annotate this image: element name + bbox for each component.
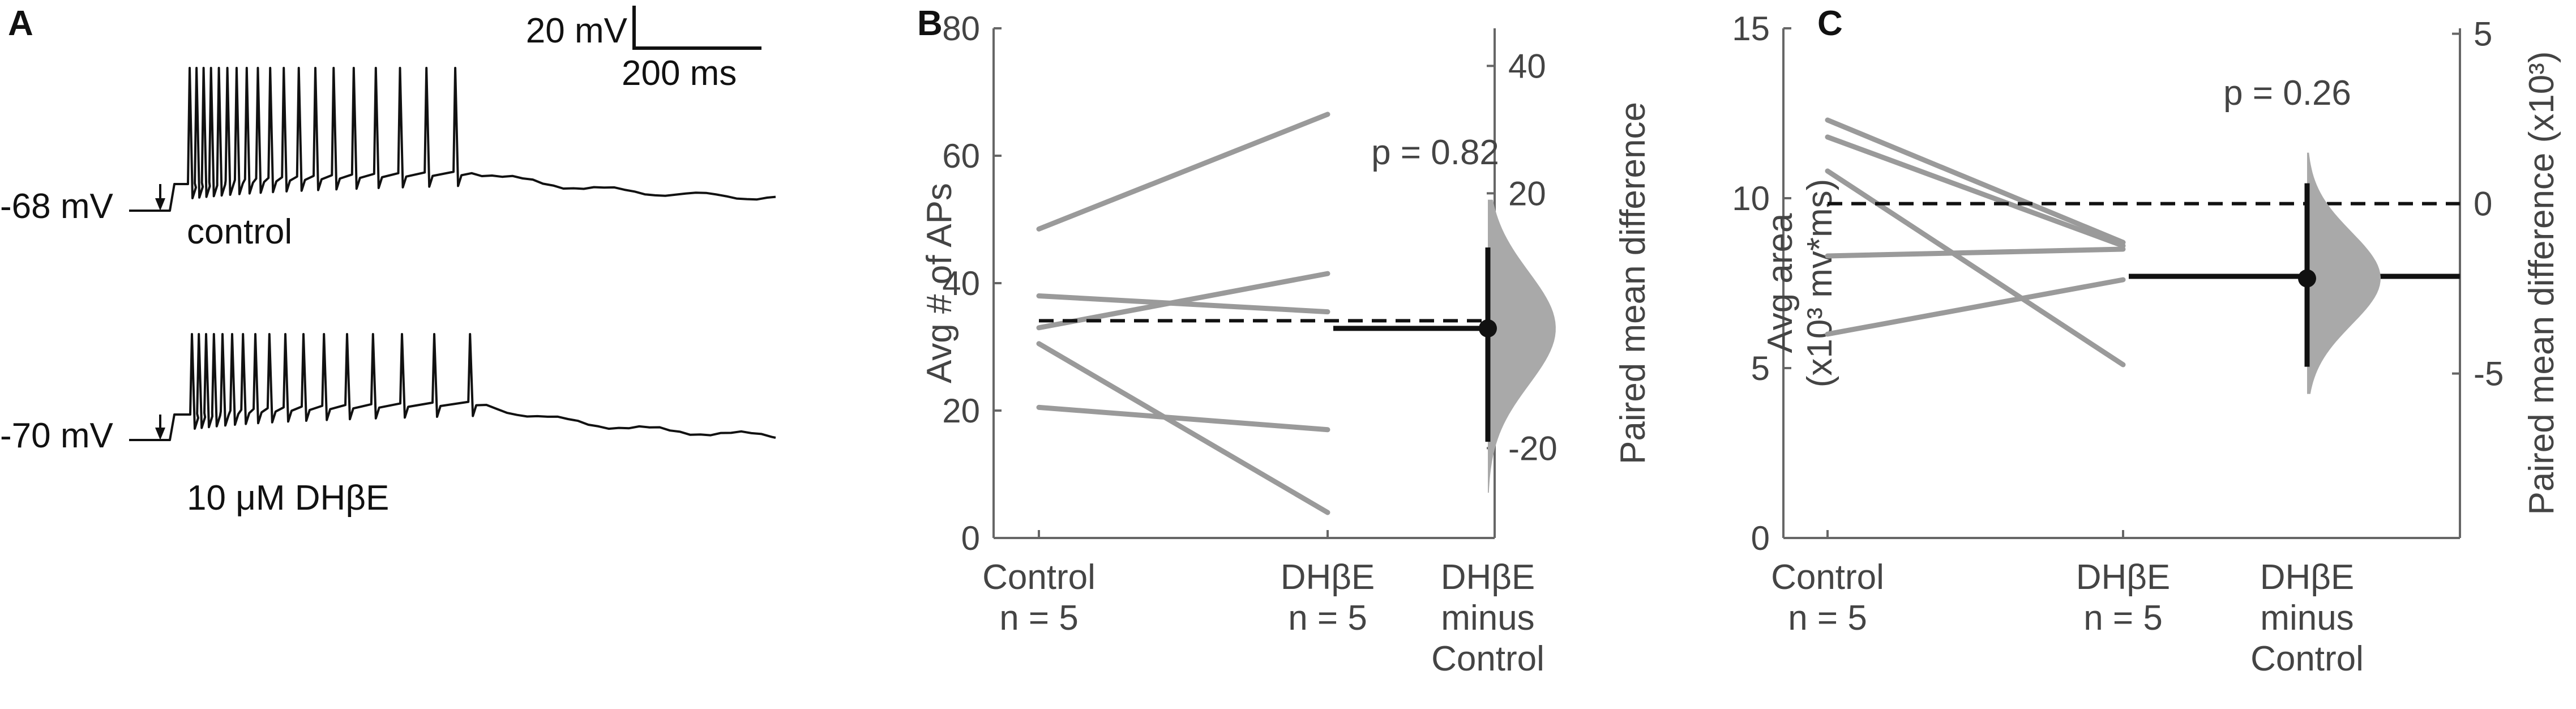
- b-category-label: n = 5: [999, 599, 1079, 638]
- control-condition-label: control: [187, 212, 292, 251]
- b-left-tick-label: 40: [942, 264, 980, 302]
- c-category-label: DHβE: [2260, 558, 2355, 597]
- c-category-label: DHβE: [2076, 558, 2171, 597]
- b-category-label: DHβE: [1441, 558, 1535, 597]
- control-stim-arrow-head-icon: [155, 198, 165, 211]
- panel-letter-a: A: [8, 4, 33, 43]
- c-paired-line: [1825, 246, 2126, 259]
- c-category-label: n = 5: [1788, 599, 1867, 638]
- panel-a: A 20 mV 200 ms -68 mV control -70 mV 10 …: [0, 4, 776, 518]
- b-paired-line: [1036, 293, 1330, 315]
- scale-bar-time-label: 200 ms: [622, 54, 737, 93]
- c-category-label: Control: [1771, 558, 1884, 597]
- c-category-label: Control: [2250, 639, 2364, 678]
- c-category-label: n = 5: [2083, 599, 2163, 638]
- c-right-tick-label: 5: [2474, 15, 2492, 53]
- b-category-label: Control: [1431, 639, 1544, 678]
- c-left-axis-title-units: (x10³ mv*ms): [1800, 179, 1839, 388]
- b-right-tick-label: 20: [1508, 174, 1546, 212]
- b-category-label: Control: [982, 558, 1096, 597]
- c-left-axis-title: Avg area: [1761, 213, 1800, 353]
- b-category-label: n = 5: [1288, 599, 1367, 638]
- b-right-tick-label: -20: [1508, 429, 1557, 467]
- b-paired-line: [1036, 404, 1330, 433]
- b-right-axis-title: Paired mean difference: [1614, 102, 1653, 464]
- b-left-tick-label: 0: [961, 519, 980, 557]
- b-left-axis-title: Avg # of APs: [920, 183, 959, 383]
- b-mean-difference-point: [1479, 319, 1497, 338]
- b-right-tick-label: 40: [1508, 47, 1546, 85]
- c-p-value: p = 0.26: [2223, 74, 2351, 113]
- c-left-tick-label: 10: [1732, 180, 1770, 217]
- b-left-tick-label: 60: [942, 137, 980, 175]
- control-voltage-trace: [129, 67, 776, 212]
- dhbe-voltage-trace: [129, 333, 776, 441]
- panel-letter-b: B: [917, 4, 943, 43]
- c-left-tick-label: 0: [1751, 519, 1770, 557]
- b-left-tick-label: 20: [942, 392, 980, 430]
- c-right-tick-label: 0: [2474, 185, 2492, 223]
- b-category-label: DHβE: [1281, 558, 1375, 597]
- b-paired-line: [1036, 112, 1330, 232]
- scale-bar: 20 mV 200 ms: [526, 6, 761, 93]
- c-mean-difference-point: [2298, 269, 2316, 288]
- b-paired-line: [1036, 341, 1330, 515]
- c-category-label: minus: [2260, 599, 2354, 638]
- scale-bar-voltage-label: 20 mV: [526, 11, 628, 50]
- c-left-tick-label: 5: [1751, 349, 1770, 387]
- c-paired-line: [1825, 277, 2126, 337]
- b-p-value: p = 0.82: [1371, 133, 1499, 172]
- b-category-label: minus: [1441, 599, 1534, 638]
- c-left-tick-label: 15: [1732, 10, 1770, 48]
- c-paired-line: [1825, 117, 2126, 245]
- panel-c: C 0 5 10 15 Avg area (x10³ mv*ms) 5 0 -5 Paired me…: [1732, 4, 2561, 678]
- b-left-tick-label: 80: [942, 10, 980, 48]
- dhbe-rest-label: -70 mV: [0, 416, 113, 455]
- c-right-tick-label: -5: [2474, 355, 2504, 393]
- dhbe-condition-label: 10 μM DHβE: [187, 479, 389, 518]
- c-paired-line: [1825, 134, 2126, 249]
- c-right-axis-title: Paired mean difference (x10³): [2522, 51, 2561, 515]
- c-bootstrap-distribution: [2307, 152, 2381, 394]
- c-paired-line: [1825, 168, 2126, 368]
- b-paired-line: [1036, 271, 1330, 331]
- panel-letter-c: C: [1817, 4, 1843, 43]
- dhbe-stim-arrow-head-icon: [155, 428, 165, 440]
- control-rest-label: -68 mV: [0, 187, 113, 226]
- b-bootstrap-distribution: [1488, 199, 1556, 493]
